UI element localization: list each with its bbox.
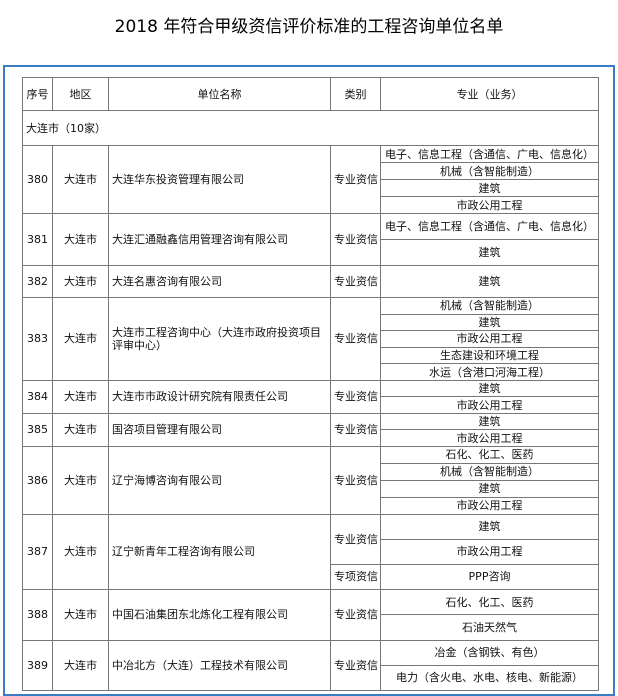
region-cell: 大连市 [52, 145, 109, 214]
serial-cell: 389 [22, 639, 53, 691]
specialty-cell: 冶金（含钢铁、有色） [380, 639, 599, 666]
specialty-cell: 石化、化工、医药 [380, 445, 599, 464]
header-cell: 专业（业务） [380, 77, 599, 111]
name-cell: 国咨项目管理有限公司 [108, 412, 331, 447]
region-cell: 大连市 [52, 379, 109, 414]
table-row: 石油天然气 [23, 614, 599, 641]
table-row: 建筑 [23, 313, 599, 332]
specialty-cell: 市政公用工程 [380, 330, 599, 348]
region-cell: 大连市 [52, 445, 109, 515]
table-row: 机械（含智能制造） [23, 462, 599, 481]
region-cell: 大连市 [52, 297, 109, 381]
header-cell: 单位名称 [108, 77, 331, 111]
name-cell: 大连名惠咨询有限公司 [108, 265, 331, 298]
section-row: 大连市（10家） [22, 110, 599, 146]
serial-cell: 387 [22, 513, 53, 590]
table-row: 383 大连市 大连市工程咨询中心（大连市政府投资项目评审中心） 专业资信 机械（含智能… [22, 297, 599, 381]
specialty-cell: PPP咨询 [380, 563, 599, 590]
specialty-cell: 建筑 [380, 479, 599, 498]
header-row: 序号 地区 单位名称 类别 专业（业务） [22, 77, 599, 111]
serial-cell: 386 [22, 445, 53, 515]
specialty-cell: 建筑 [380, 513, 599, 540]
serial-cell: 380 [22, 145, 53, 214]
specialty-cell: 石化、化工、医药 [380, 588, 599, 616]
table-row: 电力（含火电、水电、核电、新能源） [23, 664, 599, 691]
table-row: 市政公用工程 [23, 538, 599, 565]
category-cell: 专业资信 [330, 379, 381, 414]
specialty-cell: 水运（含港口河海工程） [380, 363, 599, 381]
category-cell: 专业资信 [330, 265, 381, 298]
category-cell: 专业资信 [330, 639, 381, 691]
name-cell: 辽宁新青年工程咨询有限公司 [108, 513, 331, 590]
table-row: 专项资信 PPP咨询 [23, 563, 599, 590]
name-cell: 大连市市政设计研究院有限责任公司 [108, 379, 331, 414]
region-cell: 大连市 [52, 213, 109, 266]
category-cell: 专业资信 [330, 445, 381, 515]
category-cell: 专项资信 [330, 563, 381, 590]
specialty-cell: 电子、信息工程（含通信、广电、信息化） [380, 145, 599, 163]
name-cell: 大连汇通融鑫信用管理咨询有限公司 [108, 213, 331, 266]
region-cell: 大连市 [52, 412, 109, 447]
name-cell: 辽宁海博咨询有限公司 [108, 445, 331, 515]
table-body: 大连市（10家） 380 大连市 大连华东投资管理有限公司 专业资信 电子、信息工程（含… [22, 110, 599, 691]
specialty-cell: 机械（含智能制造） [380, 297, 599, 315]
section-label: 大连市（10家） [22, 110, 599, 146]
table-row: 水运（含港口河海工程） [23, 363, 599, 381]
region-cell: 大连市 [52, 513, 109, 590]
serial-cell: 385 [22, 412, 53, 447]
specialty-cell: 建筑 [380, 239, 599, 266]
category-cell: 专业资信 [330, 412, 381, 447]
table: 序号 地区 单位名称 类别 专业（业务） 大连市（10家） 380 大连市 大连华东… [22, 77, 599, 691]
category-cell: 专业资信 [330, 588, 381, 641]
specialty-cell: 生态建设和环境工程 [380, 346, 599, 365]
table-frame: 序号 地区 单位名称 类别 专业（业务） 大连市（10家） 380 大连市 大连华东… [3, 65, 615, 696]
serial-cell: 388 [22, 588, 53, 641]
serial-cell: 382 [22, 265, 53, 298]
specialty-cell: 市政公用工程 [380, 429, 599, 447]
specialty-cell: 石油天然气 [380, 614, 599, 641]
name-cell: 中冶北方（大连）工程技术有限公司 [108, 639, 331, 691]
category-cell: 专业资信 [330, 145, 381, 214]
specialty-cell: 机械（含智能制造） [380, 162, 599, 180]
specialty-cell: 市政公用工程 [380, 496, 599, 515]
specialty-cell: 机械（含智能制造） [380, 462, 599, 481]
table-row: 385 大连市 国咨项目管理有限公司 专业资信 建筑 [22, 412, 599, 447]
region-cell: 大连市 [52, 265, 109, 298]
serial-cell: 384 [22, 379, 53, 414]
specialty-cell: 建筑 [380, 313, 599, 332]
header-cell: 地区 [52, 77, 109, 111]
table-row: 384 大连市 大连市市政设计研究院有限责任公司 专业资信 建筑 [22, 379, 599, 414]
region-cell: 大连市 [52, 588, 109, 641]
specialty-cell: 市政公用工程 [380, 196, 599, 214]
specialty-cell: 市政公用工程 [380, 396, 599, 414]
table-row: 381 大连市 大连汇通融鑫信用管理咨询有限公司 专业资信 电子、信息工程（含通信、广电… [22, 213, 599, 266]
serial-cell: 383 [22, 297, 53, 381]
table-row: 386 大连市 辽宁海博咨询有限公司 专业资信 石化、化工、医药 [22, 445, 599, 515]
serial-cell: 381 [22, 213, 53, 266]
table-row: 389 大连市 中冶北方（大连）工程技术有限公司 专业资信 冶金（含钢铁、有色） [22, 639, 599, 691]
name-cell: 中国石油集团东北炼化工程有限公司 [108, 588, 331, 641]
specialty-cell: 电力（含火电、水电、核电、新能源） [380, 664, 599, 691]
specialty-cell: 建筑 [380, 412, 599, 431]
table-row: 387 大连市 辽宁新青年工程咨询有限公司 专业资信 建筑 [22, 513, 599, 590]
specialty-cell: 建筑 [380, 265, 599, 298]
specialty-cell: 市政公用工程 [380, 538, 599, 565]
region-cell: 大连市 [52, 639, 109, 691]
table-row: 市政公用工程 [23, 429, 599, 447]
header-cell: 类别 [330, 77, 381, 111]
header-cell: 序号 [22, 77, 53, 111]
category-cell: 专业资信 [330, 513, 381, 565]
table-row: 388 大连市 中国石油集团东北炼化工程有限公司 专业资信 石化、化工、医药 [22, 588, 599, 641]
category-cell: 专业资信 [330, 297, 381, 381]
table-row: 382 大连市 大连名惠咨询有限公司 专业资信 建筑 [22, 265, 599, 298]
name-cell: 大连市工程咨询中心（大连市政府投资项目评审中心） [108, 297, 331, 381]
category-cell: 专业资信 [330, 213, 381, 266]
specialty-cell: 建筑 [380, 179, 599, 197]
name-cell: 大连华东投资管理有限公司 [108, 145, 331, 214]
specialty-cell: 电子、信息工程（含通信、广电、信息化） [380, 213, 599, 240]
table-row: 380 大连市 大连华东投资管理有限公司 专业资信 电子、信息工程（含通信、广电、信息化… [22, 145, 599, 214]
specialty-cell: 建筑 [380, 379, 599, 398]
title: 2018 年符合甲级资信评价标准的工程咨询单位名单 [114, 17, 504, 37]
